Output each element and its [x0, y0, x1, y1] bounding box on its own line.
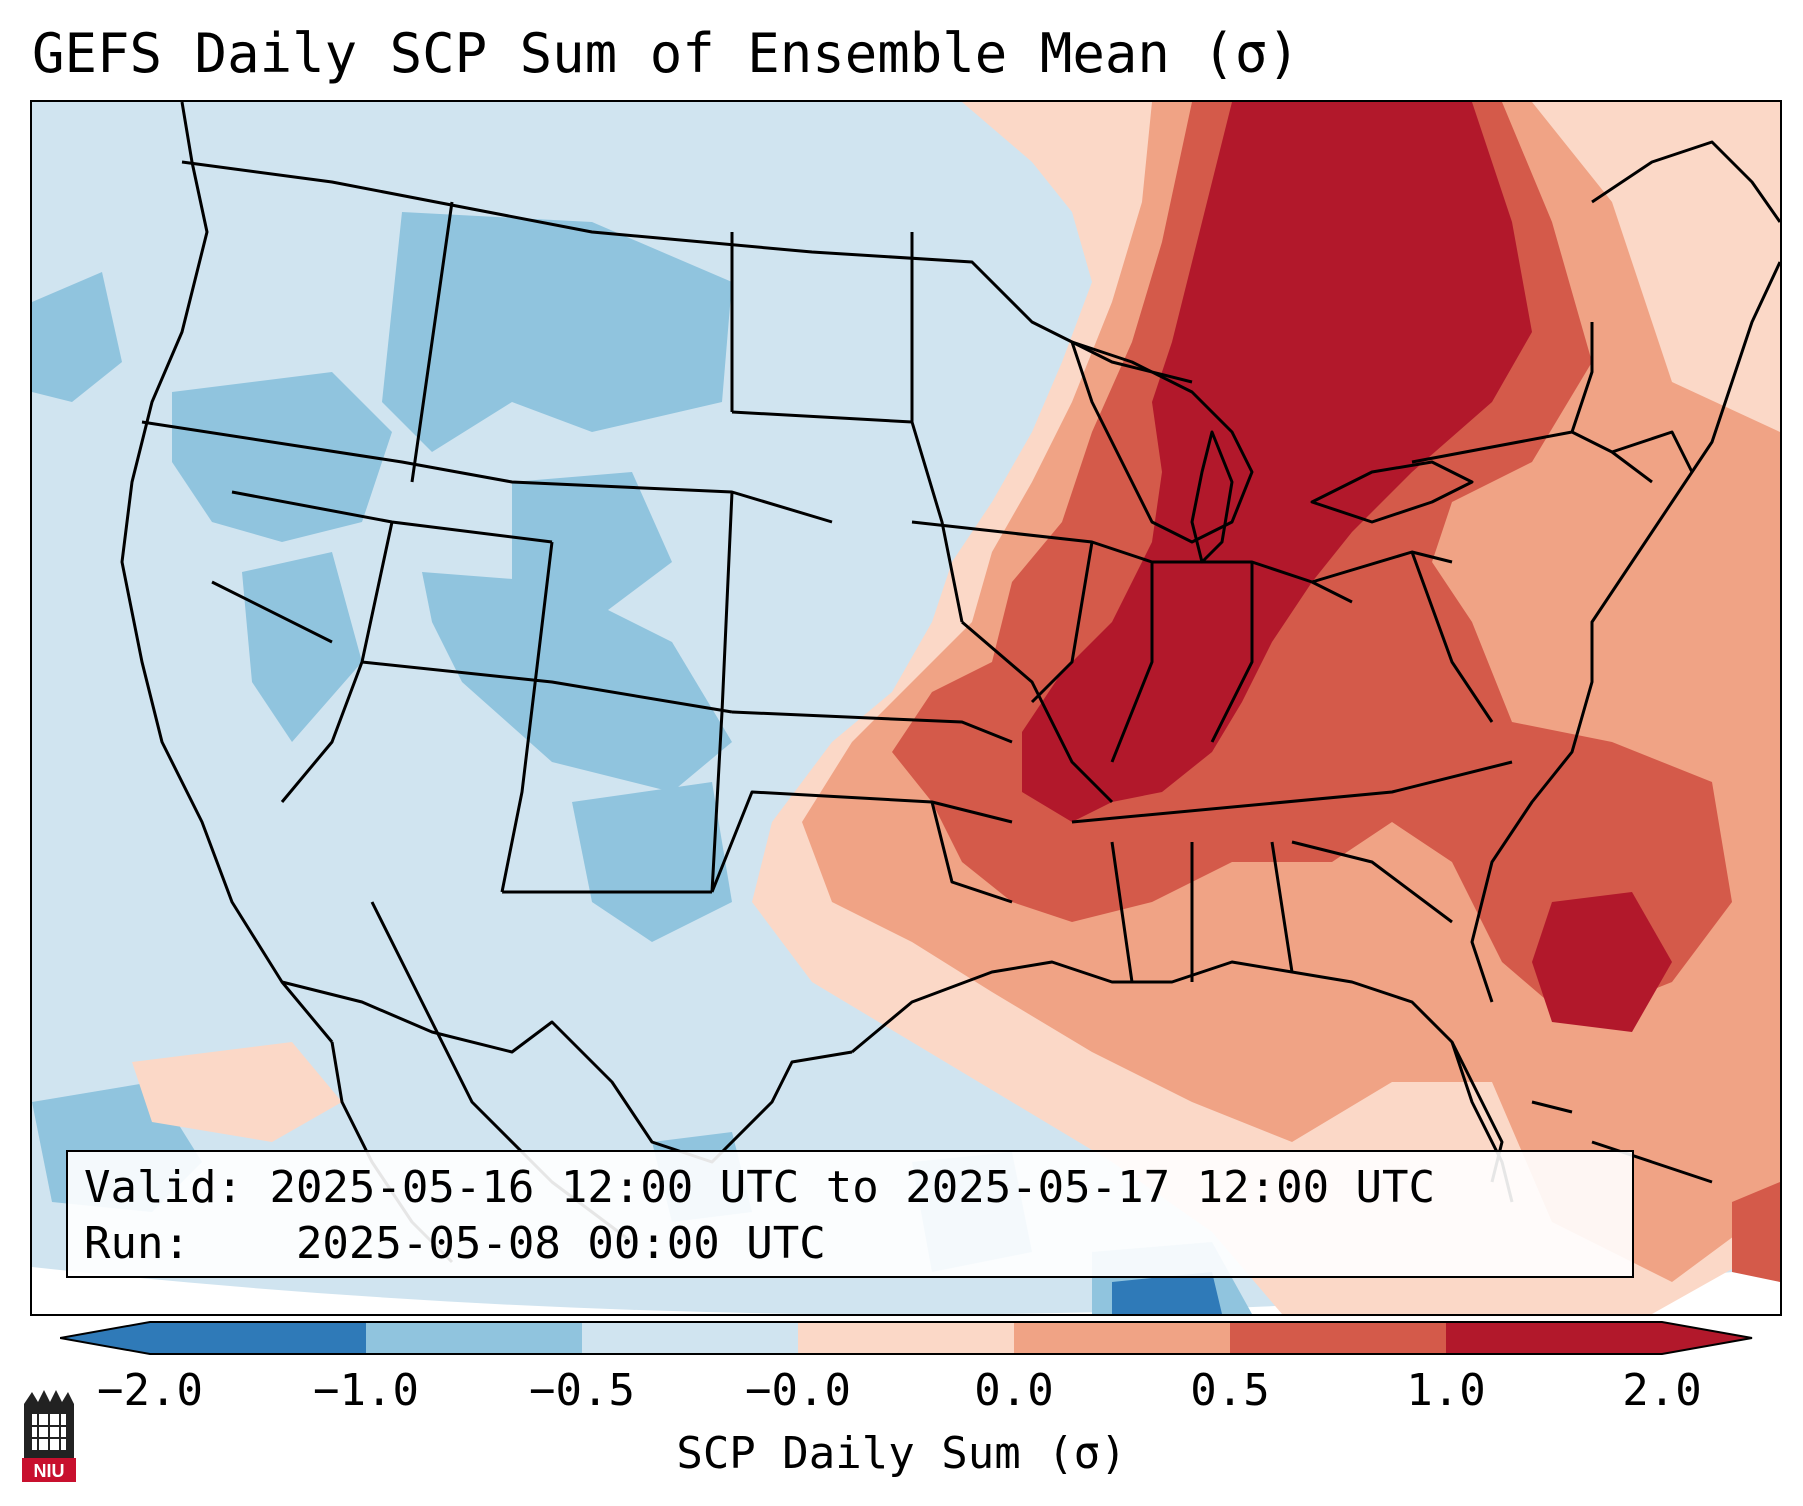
us-canada-border [181, 160, 1193, 384]
blue-patch-nevada [242, 552, 362, 742]
field-dark-red-south [1532, 892, 1672, 1032]
blue-patch-utah-colorado [422, 572, 732, 792]
niu-logo-icon: NIU [22, 1390, 76, 1482]
lake-erie-ontario [1310, 460, 1474, 524]
gulf-coast [851, 960, 1504, 1183]
state-lines-northeast [1411, 322, 1694, 484]
colorbar-tick-0: −2.0 [97, 1365, 203, 1416]
colorbar-band-6 [1446, 1322, 1663, 1354]
colorbar-tick-7: 2.0 [1622, 1365, 1702, 1416]
great-lakes-outline [1070, 340, 1254, 544]
field-pink-pacific [132, 1042, 342, 1142]
canada-coast [1591, 140, 1780, 223]
state-lines-central [710, 520, 1513, 983]
caribbean-islands [1531, 1100, 1713, 1184]
valid-run-info-box: Valid: 2025-05-16 12:00 UTC to 2025-05-1… [66, 1150, 1634, 1278]
colorbar-outline [60, 1321, 1753, 1355]
chart-title: GEFS Daily SCP Sum of Ensemble Mean (σ) [32, 22, 1300, 85]
colorbar-band-2 [582, 1322, 799, 1354]
map-panel [30, 100, 1782, 1316]
us-mexico-border [281, 980, 853, 1164]
colorbar-segments [60, 1322, 1752, 1354]
boundaries [120, 102, 1780, 1264]
colorbar-band-5 [1230, 1322, 1447, 1354]
logo-text: NIU [34, 1461, 65, 1481]
blue-patch-new-mexico [572, 782, 732, 942]
colorbar-band-1 [366, 1322, 583, 1354]
us-west-coast [120, 102, 334, 1043]
colorbar-band-0 [150, 1322, 367, 1354]
run-value: 2025-05-08 00:00 UTC [295, 1218, 826, 1269]
valid-value: 2025-05-16 12:00 UTC to 2025-05-17 12:00… [269, 1162, 1436, 1213]
state-lines-west [141, 201, 964, 894]
blue-patch-idaho-montana [382, 212, 732, 452]
colorbar-band-3 [798, 1322, 1015, 1354]
blue-patch-pacific-nw [32, 272, 122, 402]
colorbar-band-4 [1014, 1322, 1231, 1354]
field-dark-red [1022, 102, 1532, 822]
colorbar-label: SCP Daily Sum (σ) [676, 1428, 1127, 1479]
colorbar-tick-2: −0.5 [529, 1365, 635, 1416]
field-dark-red-caribbean [1732, 1182, 1780, 1282]
colorbar-tick-6: 1.0 [1406, 1365, 1486, 1416]
colorbar-tick-4: 0.0 [974, 1365, 1054, 1416]
run-label: Run: [84, 1218, 190, 1269]
map-canvas [32, 102, 1780, 1314]
colorbar-tick-3: −0.0 [745, 1365, 851, 1416]
colorbar-extend-high [1662, 1322, 1752, 1354]
blue-dark-patch [1112, 1272, 1222, 1314]
colorbar-tick-1: −1.0 [313, 1365, 419, 1416]
colorbar-extend-low [60, 1322, 150, 1354]
valid-label: Valid: [84, 1162, 243, 1213]
colorbar-tick-5: 0.5 [1190, 1365, 1270, 1416]
colorbar [60, 1321, 1753, 1355]
blue-patch-nw [172, 372, 392, 542]
atlantic-coast [1470, 261, 1780, 1003]
